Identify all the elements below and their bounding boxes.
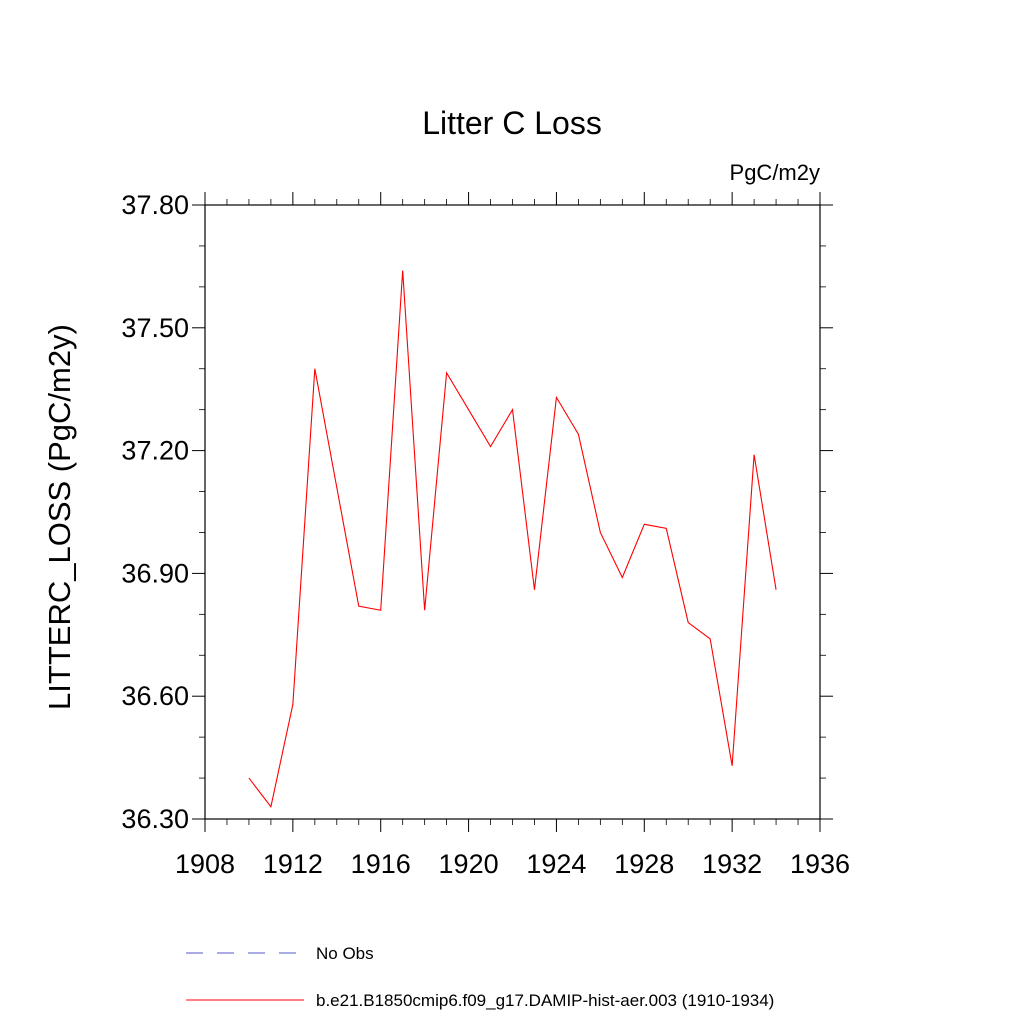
legend-label-no-obs: No Obs: [316, 944, 374, 963]
chart-title: Litter C Loss: [422, 105, 602, 141]
x-tick-label: 1924: [526, 849, 586, 879]
legend-label-model-run: b.e21.B1850cmip6.f09_g17.DAMIP-hist-aer.…: [316, 991, 774, 1010]
x-tick-label: 1928: [614, 849, 674, 879]
x-tick-label: 1916: [351, 849, 411, 879]
y-tick-label: 37.50: [121, 313, 189, 343]
x-tick-label: 1936: [790, 849, 850, 879]
x-tick-label: 1908: [175, 849, 235, 879]
y-tick-label: 37.80: [121, 190, 189, 220]
x-tick-label: 1920: [439, 849, 499, 879]
y-tick-label: 36.60: [121, 681, 189, 711]
axes: 1908 1912 1916 1920 1924 1928 1932 1936 36.30 36.…: [121, 190, 850, 879]
series-line-1: [248, 270, 777, 808]
plot-frame: [204, 204, 821, 820]
series-layer: [248, 270, 777, 808]
y-tick-label: 36.90: [121, 558, 189, 588]
y-axis-label: LITTERC_LOSS (PgC/m2y): [42, 324, 77, 710]
x-tick-label: 1912: [263, 849, 323, 879]
y-tick-label: 36.30: [121, 804, 189, 834]
y-tick-label: 37.20: [121, 436, 189, 466]
x-tick-label: 1932: [702, 849, 762, 879]
legend: No Obs b.e21.B1850cmip6.f09_g17.DAMIP-hi…: [186, 944, 774, 1010]
units-label: PgC/m2y: [730, 160, 820, 185]
